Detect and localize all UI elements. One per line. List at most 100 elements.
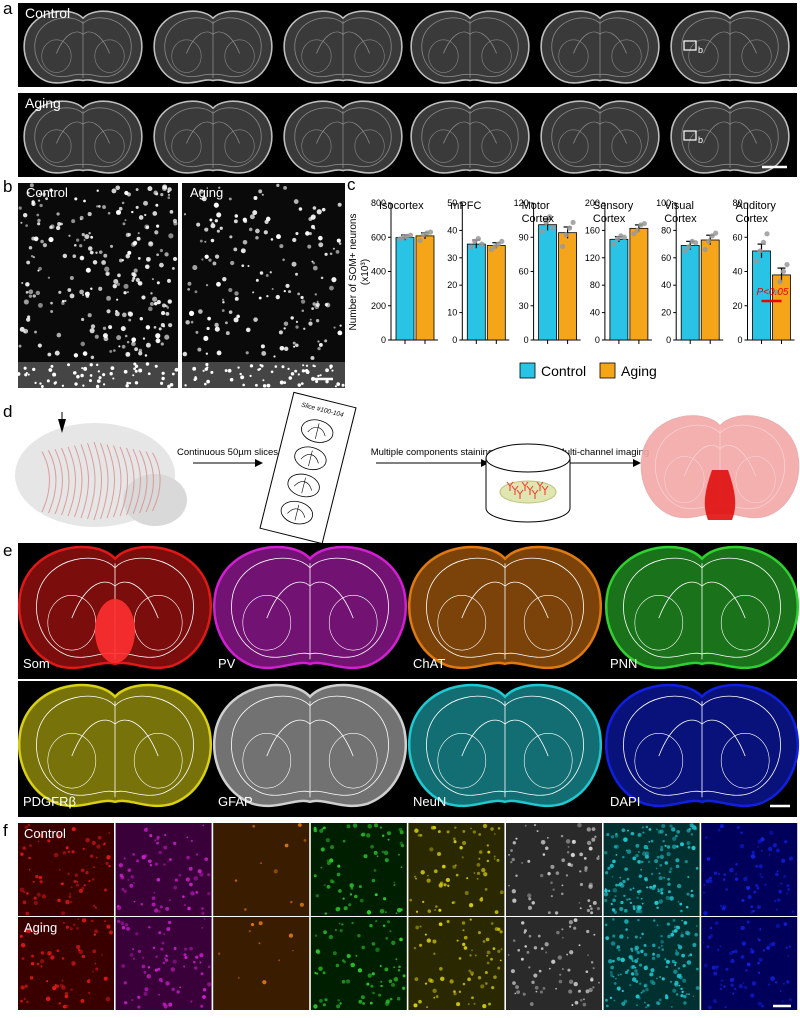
cell bbox=[757, 938, 761, 942]
cell bbox=[101, 954, 103, 956]
cell bbox=[262, 379, 265, 382]
cell bbox=[61, 384, 65, 387]
cell bbox=[637, 832, 642, 837]
cell bbox=[788, 856, 794, 861]
cell bbox=[758, 864, 763, 869]
cell bbox=[165, 981, 170, 986]
cell bbox=[202, 988, 207, 992]
cell bbox=[221, 309, 225, 312]
y-tick-label: 80 bbox=[732, 198, 742, 208]
cell bbox=[163, 1004, 168, 1009]
cell bbox=[641, 932, 644, 936]
cell bbox=[400, 908, 403, 911]
step-label: Multi-channel imaging bbox=[557, 447, 649, 458]
cell bbox=[207, 892, 211, 896]
cell bbox=[567, 862, 572, 867]
cell bbox=[674, 963, 677, 967]
cell bbox=[659, 863, 663, 867]
cell bbox=[134, 381, 139, 385]
cell bbox=[413, 1003, 418, 1008]
cell bbox=[28, 245, 33, 250]
brain-region bbox=[225, 130, 255, 163]
micrograph-band bbox=[18, 362, 178, 388]
cell bbox=[71, 961, 76, 966]
cell bbox=[690, 833, 694, 836]
brain-structure bbox=[703, 111, 756, 168]
cell bbox=[195, 891, 199, 894]
cell bbox=[634, 947, 639, 952]
cell bbox=[510, 849, 513, 852]
cell bbox=[84, 234, 90, 240]
label: Control bbox=[25, 5, 70, 21]
cell bbox=[756, 886, 760, 890]
brain-region bbox=[172, 40, 202, 73]
cell bbox=[106, 309, 111, 314]
cell bbox=[22, 846, 27, 851]
cell bbox=[201, 196, 207, 202]
cell bbox=[96, 205, 99, 208]
cell bbox=[80, 998, 85, 1003]
cell bbox=[260, 344, 265, 349]
cell bbox=[143, 854, 148, 858]
cell bbox=[643, 952, 648, 957]
cell bbox=[515, 985, 519, 989]
cell bbox=[49, 225, 53, 230]
cell bbox=[19, 934, 23, 938]
cell bbox=[539, 873, 544, 878]
cell bbox=[689, 953, 693, 957]
cell bbox=[41, 894, 47, 899]
cell bbox=[687, 876, 690, 879]
cell bbox=[720, 979, 724, 982]
cell bbox=[228, 287, 233, 293]
cell bbox=[691, 825, 697, 830]
cell bbox=[588, 884, 593, 889]
data-point bbox=[713, 230, 719, 236]
cell bbox=[613, 999, 616, 1002]
cell bbox=[187, 287, 191, 291]
cell bbox=[144, 987, 149, 992]
cell bbox=[192, 265, 198, 271]
cell bbox=[642, 989, 645, 993]
y-tick-label: 80 bbox=[590, 280, 600, 290]
cell bbox=[496, 858, 500, 862]
cell bbox=[380, 980, 383, 983]
cell bbox=[158, 850, 162, 855]
cell bbox=[137, 232, 140, 235]
brain-section bbox=[606, 547, 797, 668]
cell bbox=[658, 872, 661, 875]
slide-section-line bbox=[287, 504, 306, 521]
cell bbox=[38, 193, 41, 196]
cell bbox=[324, 303, 328, 307]
cell bbox=[341, 383, 345, 387]
cell bbox=[490, 957, 493, 961]
data-point bbox=[693, 240, 699, 246]
cell bbox=[714, 921, 719, 925]
cell bbox=[757, 1001, 762, 1006]
cell bbox=[126, 340, 130, 344]
cell bbox=[414, 977, 419, 982]
brain-region bbox=[48, 733, 96, 788]
cell bbox=[58, 868, 61, 871]
cell bbox=[308, 321, 313, 326]
y-tick-label: 0 bbox=[524, 335, 529, 345]
cell bbox=[68, 234, 71, 237]
cell bbox=[358, 999, 363, 1004]
cell bbox=[119, 873, 124, 878]
brain-section bbox=[411, 101, 529, 173]
cell bbox=[37, 343, 42, 348]
cell bbox=[212, 261, 217, 266]
cell bbox=[387, 920, 391, 924]
cell bbox=[578, 944, 581, 947]
cell bbox=[307, 244, 312, 249]
cell bbox=[586, 840, 592, 846]
cell bbox=[538, 969, 542, 973]
cell bbox=[323, 884, 326, 887]
cell bbox=[121, 344, 126, 349]
cell bbox=[313, 1004, 318, 1009]
cell bbox=[610, 973, 614, 977]
brain-section bbox=[154, 11, 272, 83]
cell bbox=[140, 902, 143, 906]
cell bbox=[359, 898, 364, 903]
cell bbox=[702, 941, 705, 944]
cell bbox=[42, 243, 48, 248]
